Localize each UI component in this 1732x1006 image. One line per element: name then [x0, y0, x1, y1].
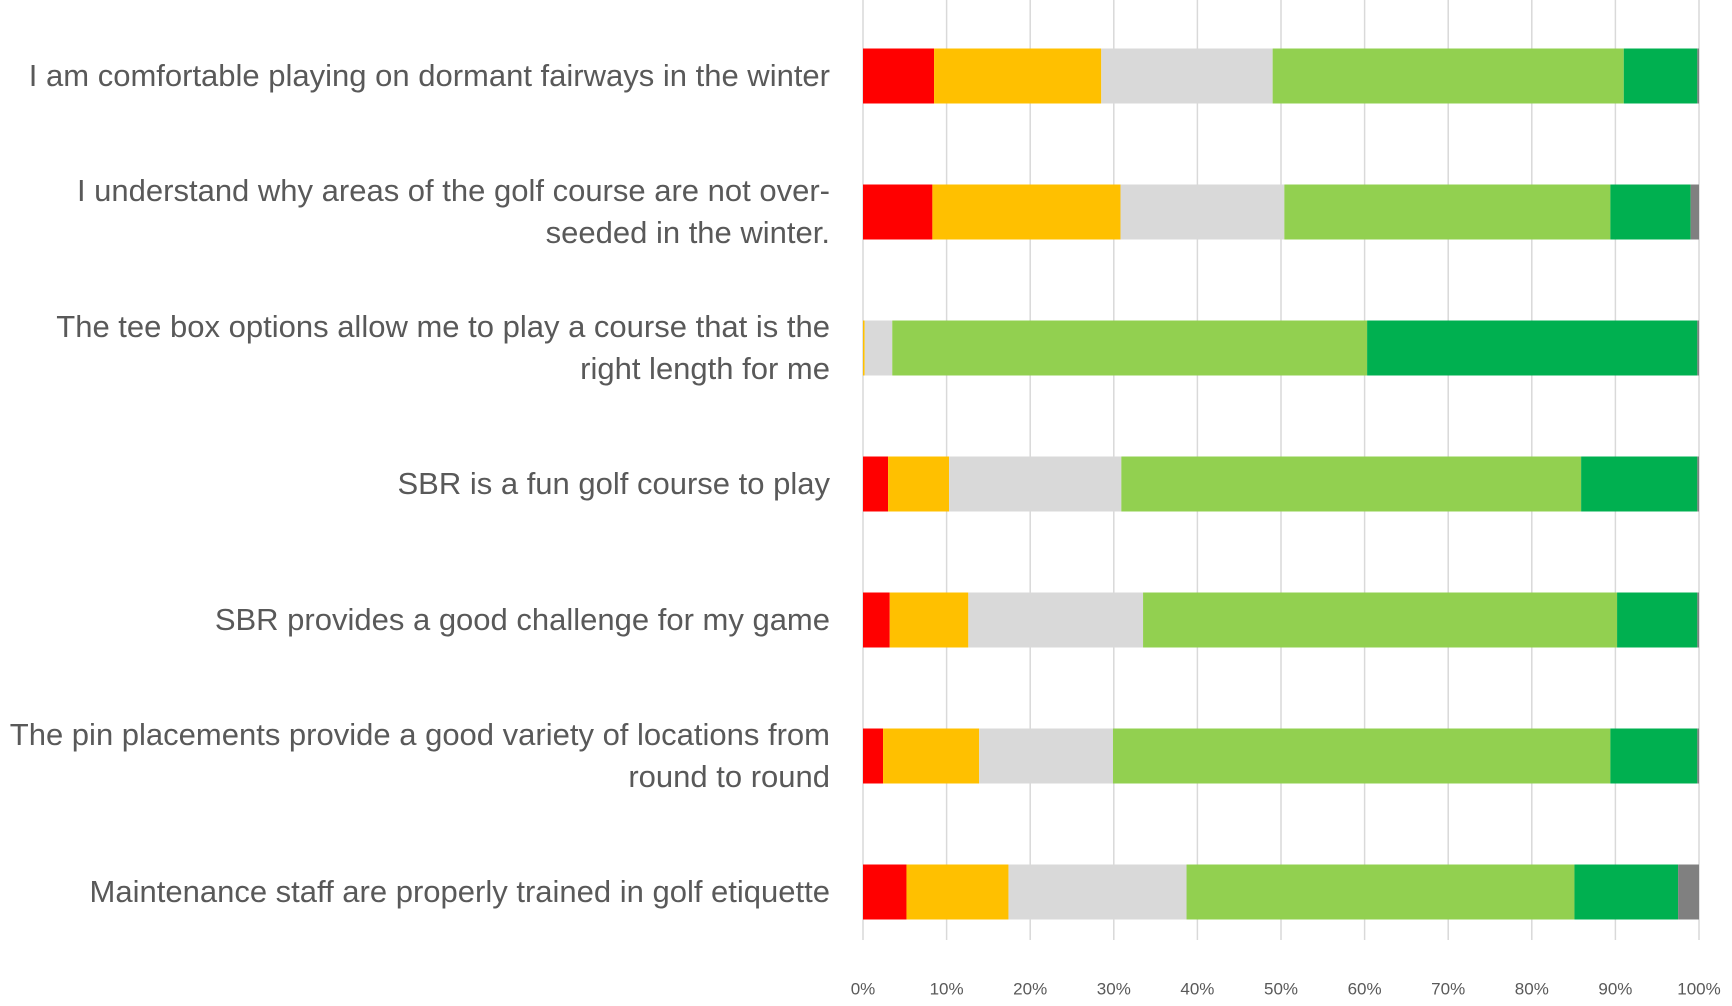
bar-segment — [1574, 864, 1679, 920]
bar-segment — [1690, 184, 1699, 240]
bar-segment — [1623, 48, 1698, 104]
bar-segment — [1678, 864, 1699, 920]
bar-segment — [968, 592, 1144, 648]
x-tick-label: 20% — [1013, 979, 1047, 998]
bar-segment — [1581, 456, 1698, 512]
category-text: I am comfortable playing on dormant fair… — [28, 58, 830, 93]
bar-segment — [863, 864, 907, 920]
bar-segment — [1186, 864, 1575, 920]
x-tick-label: 10% — [930, 979, 964, 998]
category-label: Maintenance staff are properly trained i… — [5, 824, 830, 960]
x-tick-label: 30% — [1097, 979, 1131, 998]
bar-segment — [1697, 456, 1699, 512]
category-text: The tee box options allow me to play a c… — [56, 309, 830, 386]
bar-segment — [1697, 48, 1699, 104]
bar-segment — [863, 320, 865, 376]
bar-segment — [863, 456, 889, 512]
category-label: SBR is a fun golf course to play — [5, 416, 830, 552]
bar-segment — [1610, 728, 1698, 784]
x-tick-label: 50% — [1264, 979, 1298, 998]
category-text: I understand why areas of the golf cours… — [76, 173, 830, 250]
bar-segment — [864, 320, 893, 376]
x-tick-label: 100% — [1677, 979, 1720, 998]
bar-segment — [863, 184, 933, 240]
bar-segment — [1272, 48, 1624, 104]
bar-segment — [979, 728, 1113, 784]
category-label: I understand why areas of the golf cours… — [5, 144, 830, 280]
category-label: SBR provides a good challenge for my gam… — [5, 552, 830, 688]
bar-segment — [1008, 864, 1187, 920]
category-text: Maintenance staff are properly trained i… — [89, 874, 830, 909]
bar-segment — [949, 456, 1122, 512]
x-tick-label: 0% — [851, 979, 876, 998]
x-tick-label: 80% — [1515, 979, 1549, 998]
x-tick-label: 70% — [1431, 979, 1465, 998]
category-text: The pin placements provide a good variet… — [9, 717, 830, 794]
x-tick-label: 90% — [1598, 979, 1632, 998]
x-tick-label: 40% — [1180, 979, 1214, 998]
bar-segment — [906, 864, 1009, 920]
bar-segment — [863, 728, 884, 784]
bar-segment — [934, 48, 1102, 104]
bar-segment — [932, 184, 1121, 240]
category-label: The tee box options allow me to play a c… — [5, 280, 830, 416]
bar-segment — [1697, 592, 1699, 648]
bar-segment — [1121, 456, 1582, 512]
bar-segment — [1367, 320, 1698, 376]
bar-segment — [888, 456, 950, 512]
x-tick-label: 60% — [1348, 979, 1382, 998]
bar-segment — [1617, 592, 1698, 648]
bar-segment — [1112, 728, 1611, 784]
bar-segment — [1120, 184, 1285, 240]
bar-segment — [892, 320, 1368, 376]
category-label: The pin placements provide a good variet… — [5, 688, 830, 824]
bar-segment — [883, 728, 980, 784]
bar-segment — [1101, 48, 1273, 104]
bar-segment — [889, 592, 969, 648]
bar-segment — [1610, 184, 1691, 240]
category-text: SBR is a fun golf course to play — [397, 466, 830, 501]
bar-segment — [1697, 728, 1699, 784]
bar-segment — [863, 48, 935, 104]
category-text: SBR provides a good challenge for my gam… — [214, 602, 830, 637]
bar-segment — [863, 592, 890, 648]
category-label: I am comfortable playing on dormant fair… — [5, 8, 830, 144]
bar-segment — [1697, 320, 1699, 376]
bar-segment — [1143, 592, 1618, 648]
bar-segment — [1284, 184, 1611, 240]
